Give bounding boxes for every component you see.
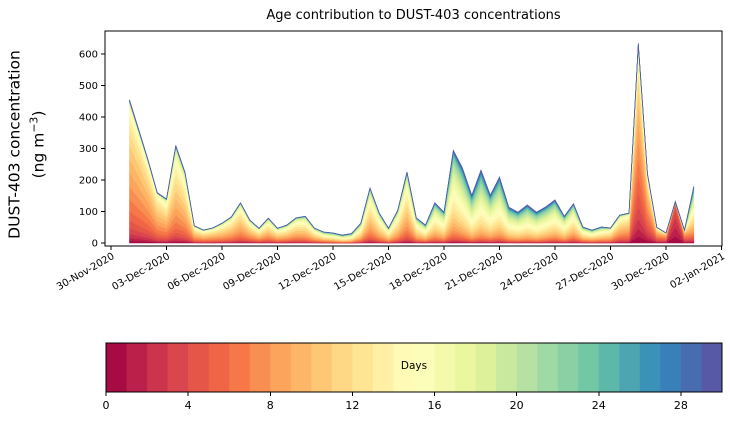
colorbar-segment xyxy=(578,343,600,392)
x-tick-label: 30-Nov-2020 xyxy=(55,251,116,293)
age-band xyxy=(129,60,695,240)
colorbar-segment xyxy=(414,343,436,392)
x-tick-label: 15-Dec-2020 xyxy=(332,251,394,293)
y-axis-label: DUST-403 concentration (ng m−3) xyxy=(5,0,48,297)
colorbar-tick-label: 24 xyxy=(592,399,606,412)
colorbar-segment xyxy=(680,343,702,392)
y-axis-unit-exponent: −3 xyxy=(27,116,41,133)
colorbar-segment xyxy=(126,343,148,392)
y-tick-label: 600 xyxy=(79,50,98,61)
colorbar-segment xyxy=(557,343,579,392)
colorbar-segment xyxy=(619,343,641,392)
y-tick-label: 100 xyxy=(79,207,98,218)
colorbar-segment xyxy=(352,343,374,392)
colorbar-segment xyxy=(537,343,559,392)
colorbar-segment xyxy=(331,343,353,392)
colorbar-segment xyxy=(270,343,292,392)
x-tick-label: 18-Dec-2020 xyxy=(388,251,450,293)
colorbar-segment xyxy=(639,343,661,392)
y-tick-label: 500 xyxy=(79,81,98,92)
colorbar-segment xyxy=(290,343,312,392)
colorbar-segment xyxy=(598,343,620,392)
colorbar-tick-label: 8 xyxy=(267,399,274,412)
y-axis-unit-prefix: (ng m xyxy=(29,132,48,179)
colorbar-segment xyxy=(434,343,456,392)
x-tick-label: 03-Dec-2020 xyxy=(110,251,172,293)
y-tick-label: 200 xyxy=(79,176,98,187)
colorbar-segment xyxy=(393,343,415,392)
colorbar-segment xyxy=(106,343,128,392)
colorbar-tick-label: 12 xyxy=(345,399,359,412)
colorbar-segment xyxy=(372,343,394,392)
colorbar-segment xyxy=(249,343,271,392)
chart-title: Age contribution to DUST-403 concentrati… xyxy=(266,8,561,23)
y-axis-unit-suffix: ) xyxy=(29,110,48,117)
colorbar-segment xyxy=(208,343,230,392)
colorbar-tick-label: 20 xyxy=(510,399,524,412)
plot-frame xyxy=(104,30,723,247)
y-tick-label: 300 xyxy=(79,144,98,155)
y-tick-label: 0 xyxy=(92,239,98,250)
x-tick-label: 02-Jan-2021 xyxy=(668,251,727,291)
colorbar-segment xyxy=(516,343,538,392)
x-tick-label: 30-Dec-2020 xyxy=(610,251,672,293)
colorbar-tick-label: 28 xyxy=(674,399,688,412)
colorbar-segment xyxy=(311,343,333,392)
colorbar-frame xyxy=(105,342,723,393)
colorbar-tick-label: 16 xyxy=(428,399,442,412)
y-tick-label: 400 xyxy=(79,113,98,124)
age-band xyxy=(129,54,695,240)
colorbar-segment xyxy=(496,343,518,392)
colorbar-segment xyxy=(475,343,497,392)
colorbar-segment xyxy=(188,343,210,392)
colorbar-segment xyxy=(660,343,682,392)
colorbar-label: Days xyxy=(400,360,428,372)
x-tick-label: 24-Dec-2020 xyxy=(499,251,561,293)
x-tick-label: 09-Dec-2020 xyxy=(221,251,283,293)
colorbar-segment xyxy=(229,343,251,392)
colorbar-tick-label: 4 xyxy=(185,399,192,412)
x-tick-label: 12-Dec-2020 xyxy=(277,251,339,293)
colorbar-tick-label: 0 xyxy=(103,399,110,412)
x-tick-label: 27-Dec-2020 xyxy=(554,251,616,293)
colorbar-segment xyxy=(147,343,169,392)
x-tick-label: 06-Dec-2020 xyxy=(166,251,228,293)
colorbar-segment xyxy=(455,343,477,392)
x-tick-label: 21-Dec-2020 xyxy=(443,251,505,293)
colorbar-segment xyxy=(701,343,723,392)
y-axis-label-line1: DUST-403 concentration xyxy=(5,50,24,239)
colorbar-segment xyxy=(167,343,189,392)
age-band xyxy=(129,42,695,236)
